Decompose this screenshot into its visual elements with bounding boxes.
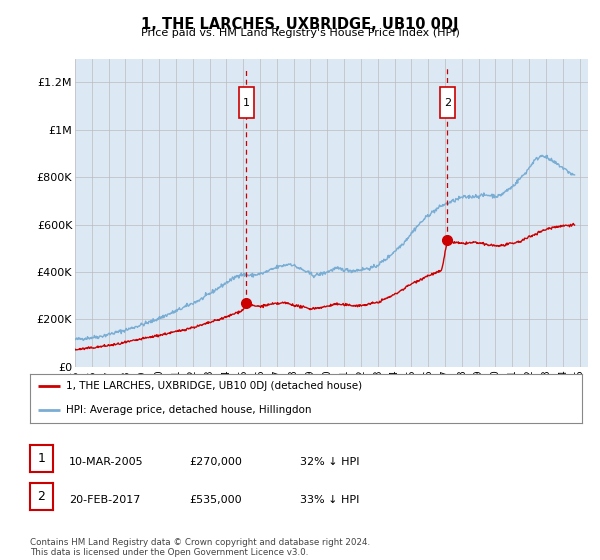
- Text: 1: 1: [37, 452, 46, 465]
- Text: £270,000: £270,000: [189, 457, 242, 467]
- Text: HPI: Average price, detached house, Hillingdon: HPI: Average price, detached house, Hill…: [66, 405, 311, 416]
- Text: 2: 2: [37, 490, 46, 503]
- Text: £535,000: £535,000: [189, 495, 242, 505]
- Text: 1: 1: [243, 97, 250, 108]
- Text: 20-FEB-2017: 20-FEB-2017: [69, 495, 140, 505]
- FancyBboxPatch shape: [440, 87, 455, 118]
- Text: Price paid vs. HM Land Registry's House Price Index (HPI): Price paid vs. HM Land Registry's House …: [140, 28, 460, 38]
- Text: 32% ↓ HPI: 32% ↓ HPI: [300, 457, 359, 467]
- FancyBboxPatch shape: [239, 87, 254, 118]
- Text: 2: 2: [443, 97, 451, 108]
- Text: 1, THE LARCHES, UXBRIDGE, UB10 0DJ (detached house): 1, THE LARCHES, UXBRIDGE, UB10 0DJ (deta…: [66, 381, 362, 391]
- Text: 1, THE LARCHES, UXBRIDGE, UB10 0DJ: 1, THE LARCHES, UXBRIDGE, UB10 0DJ: [141, 17, 459, 32]
- Text: Contains HM Land Registry data © Crown copyright and database right 2024.
This d: Contains HM Land Registry data © Crown c…: [30, 538, 370, 557]
- Text: 33% ↓ HPI: 33% ↓ HPI: [300, 495, 359, 505]
- Text: 10-MAR-2005: 10-MAR-2005: [69, 457, 143, 467]
